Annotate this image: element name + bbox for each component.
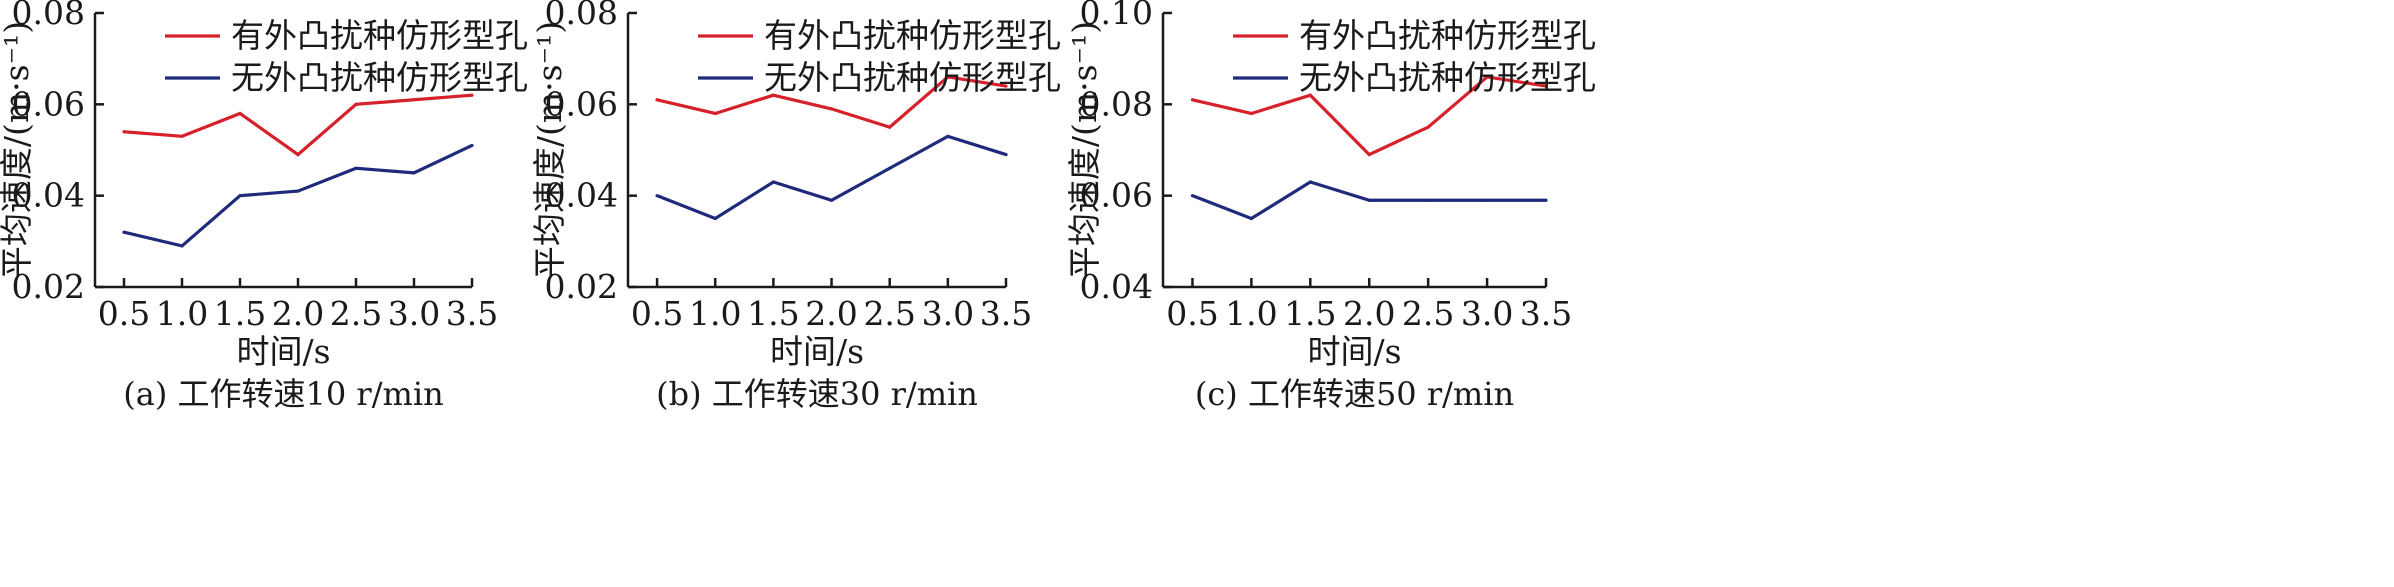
data-point (470, 93, 474, 97)
data-point (1544, 198, 1548, 202)
x-tick-label: 2.5 (1402, 294, 1454, 333)
data-point (1190, 98, 1195, 102)
panel-b: 0.02 0.04 0.06 0.08 0.5 1.0 1.5 2.0 2.5 3.0 3.5 时间/… (530, 0, 1061, 413)
data-point (238, 111, 242, 116)
x-tick-label: 3.0 (388, 294, 440, 333)
data-point (946, 134, 950, 138)
x-tick-label: 2.5 (330, 294, 382, 333)
x-tick-label: 1.0 (1225, 294, 1277, 333)
x-tick-label: 3.5 (1520, 294, 1572, 333)
data-point (655, 98, 659, 102)
panel-caption: (c) 工作转速50 r/min (1195, 375, 1514, 413)
data-point (180, 244, 184, 248)
series-line-1 (656, 134, 1007, 221)
data-point (180, 134, 184, 138)
x-tick-label: 3.0 (922, 294, 974, 333)
data-point (1426, 198, 1430, 202)
y-axis-label: 平均速度/(m·s⁻¹) (530, 21, 569, 279)
data-point (1544, 84, 1548, 88)
data-point (1485, 198, 1489, 202)
data-point (1249, 216, 1253, 221)
y-tick-label: 0.02 (12, 267, 85, 306)
y-tick-label: 0.06 (545, 84, 618, 123)
x-axis-label: 时间/s (236, 332, 330, 371)
data-point (412, 98, 416, 102)
x-tick-label: 2.0 (1343, 294, 1395, 333)
panel-caption: (a) 工作转速10 r/min (123, 375, 443, 413)
data-point (122, 130, 126, 134)
legend-label-1: 无外凸扰种仿形型孔 (1299, 58, 1596, 97)
y-tick-label: 0.02 (545, 267, 618, 306)
data-point (946, 75, 950, 79)
x-tick-label: 2.5 (863, 294, 915, 333)
legend-label-0: 有外凸扰种仿形型孔 (764, 16, 1061, 55)
data-point (1485, 75, 1489, 79)
x-tick-label: 3.5 (980, 294, 1032, 333)
data-point (354, 166, 358, 170)
data-point (238, 194, 242, 198)
x-tick-label: 1.5 (1284, 294, 1336, 333)
data-point (354, 102, 358, 106)
x-tick-label: 1.0 (156, 294, 208, 333)
data-point (1308, 180, 1312, 184)
data-point (1367, 198, 1371, 202)
y-tick-label: 0.10 (1080, 0, 1153, 32)
y-tick-label: 0.08 (12, 0, 85, 32)
data-point (1249, 111, 1253, 116)
x-tick-label: 0.5 (98, 294, 150, 333)
y-axis-label: 平均速度/(m·s⁻¹) (1065, 21, 1104, 279)
data-point (1367, 152, 1371, 157)
y-tick-label: 0.06 (12, 84, 85, 123)
x-axis-label: 时间/s (1307, 332, 1401, 371)
x-tick-label: 0.5 (631, 294, 683, 333)
data-point (888, 166, 892, 170)
x-tick-label: 3.0 (1461, 294, 1513, 333)
y-tick-label: 0.04 (1080, 267, 1153, 306)
x-tick-label: 3.5 (446, 294, 498, 333)
data-point (1426, 125, 1430, 129)
x-tick-label: 0.5 (1166, 294, 1218, 333)
y-tick-label: 0.08 (545, 0, 618, 32)
series-line-0 (123, 93, 473, 157)
data-point (470, 143, 474, 148)
y-tick-label: 0.08 (1080, 84, 1153, 123)
legend-label-1: 无外凸扰种仿形型孔 (231, 58, 528, 97)
data-point (771, 180, 775, 184)
data-point (412, 171, 416, 175)
data-point (122, 230, 126, 234)
x-tick-label: 1.0 (689, 294, 741, 333)
data-point (829, 107, 834, 111)
data-point (296, 152, 300, 157)
data-point (713, 111, 717, 116)
y-tick-label: 0.06 (1080, 176, 1153, 215)
x-tick-label: 2.0 (272, 294, 324, 333)
y-axis-label: 平均速度/(m·s⁻¹) (0, 21, 36, 279)
data-point (713, 216, 717, 221)
legend-label-0: 有外凸扰种仿形型孔 (231, 16, 528, 55)
legend-label-1: 无外凸扰种仿形型孔 (764, 58, 1061, 97)
data-point (655, 194, 659, 198)
x-axis-label: 时间/s (770, 332, 864, 371)
data-point (1308, 93, 1312, 97)
panel-c: 0.04 0.06 0.08 0.10 0.5 1.0 1.5 2.0 2.5 3.0 3.5 时间/… (1065, 0, 1596, 413)
data-point (771, 93, 775, 97)
data-point (829, 198, 834, 202)
y-tick-label: 0.04 (545, 176, 618, 215)
data-point (1190, 194, 1195, 198)
panel-caption: (b) 工作转速30 r/min (656, 375, 978, 413)
data-point (1004, 152, 1008, 157)
data-point (888, 125, 892, 129)
x-tick-label: 1.5 (747, 294, 799, 333)
data-point (296, 189, 300, 193)
legend-label-0: 有外凸扰种仿形型孔 (1299, 16, 1596, 55)
data-point (1004, 84, 1008, 88)
x-tick-label: 2.0 (805, 294, 857, 333)
series-line-1 (123, 143, 473, 248)
x-tick-label: 1.5 (214, 294, 266, 333)
y-tick-label: 0.04 (12, 176, 85, 215)
panel-a: 0.02 0.04 0.06 0.08 0.5 1.0 1.5 2.0 2.5 3.0 3.5 时间/… (0, 0, 528, 413)
